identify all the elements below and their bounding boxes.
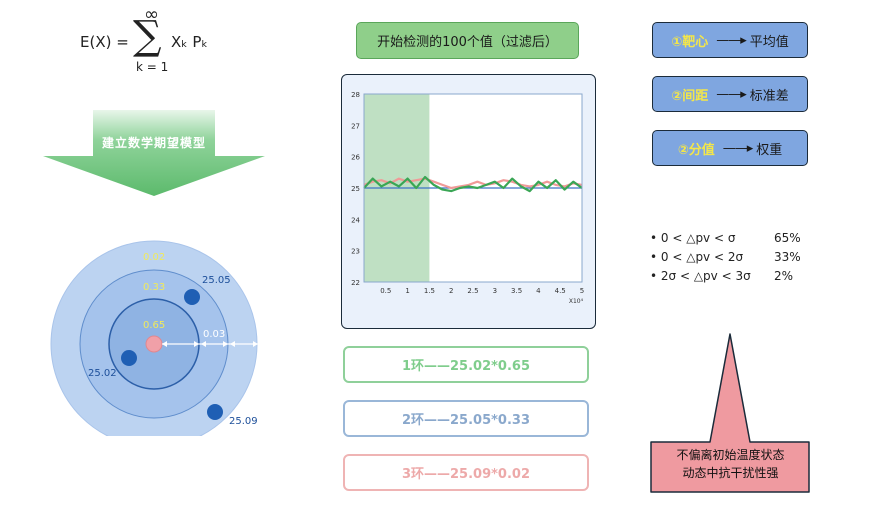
value-label: 权重 (756, 142, 783, 158)
gap-label: 0.03 (203, 329, 226, 340)
x-tick-label: 2 (449, 287, 453, 295)
bullseye-mean-box: ①靶心 ——▸ 平均值 (652, 22, 808, 58)
hit-dot (207, 404, 223, 420)
ring-prob-middle: 0.33 (143, 282, 166, 293)
formula-lower-limit: k = 1 (136, 60, 169, 74)
sigma-symbol: ∑ (133, 13, 162, 59)
x-tick-label: 0.5 (380, 287, 391, 295)
ring-prob-outer: 0.02 (143, 252, 166, 263)
model-arrow: 建立数学期望模型 (43, 110, 265, 196)
bullseye (145, 335, 163, 353)
callout-line: 动态中抗干扰性强 (682, 466, 779, 480)
callout-shape (650, 333, 810, 493)
value-label: 平均值 (749, 34, 789, 50)
formula-rhs: Xₖ Pₖ (171, 33, 208, 51)
x-axis-label: X10⁴ (569, 298, 584, 305)
y-tick-label: 22 (351, 279, 360, 287)
stat-row: • 2σ < △pv < 3σ 2% (650, 266, 820, 285)
ring-prob-inner: 0.65 (143, 320, 166, 331)
arrow-right-icon: ——▸ (722, 140, 754, 156)
y-tick-label: 28 (351, 91, 360, 99)
key-label: ②分值 (677, 142, 715, 158)
ring1-box: 1环——25.02*0.65 (343, 346, 589, 383)
chart-panel: 22 23 24 25 26 27 28 0.5 1 1.5 2 2.5 3 3.5 4 4.5 5 X10⁴ (341, 74, 596, 329)
callout-text: 不偏离初始温度状态 动态中抗干扰性强 (650, 446, 811, 482)
x-tick-label: 5 (580, 287, 584, 295)
arrow-right-icon: ——▸ (716, 86, 747, 102)
ring3-box: 3环——25.09*0.02 (343, 454, 589, 491)
y-tick-label: 25 (351, 185, 360, 193)
stat-percent: 33% (774, 249, 801, 264)
value-label: 25.09 (229, 416, 258, 427)
hit-dot (121, 350, 137, 366)
x-tick-label: 2.5 (467, 287, 478, 295)
series-line (363, 175, 583, 193)
arrow-right-icon: ——▸ (716, 32, 747, 48)
score-weight-box: ②分值 ——▸ 权重 (652, 130, 808, 166)
formula-lhs: E(X) = (80, 33, 129, 51)
stat-range: • 0 < △pv < σ (650, 230, 736, 245)
plot-border (363, 93, 583, 283)
down-arrow-icon (43, 110, 265, 196)
x-tick-label: 4.5 (555, 287, 566, 295)
stat-percent: 2% (774, 268, 794, 283)
value-label: 标准差 (749, 88, 789, 104)
x-tick-label: 4 (536, 287, 541, 295)
expectation-formula: E(X) = ∞ ∑ k = 1 Xₖ Pₖ (68, 4, 238, 76)
y-tick-label: 24 (351, 216, 360, 224)
stat-range: • 0 < △pv < 2σ (650, 249, 744, 264)
value-label: 25.02 (88, 368, 117, 379)
temperature-line-chart: 22 23 24 25 26 27 28 0.5 1 1.5 2 2.5 3 3.5 4 4.5 5 X10⁴ (351, 91, 584, 305)
formula-upper-limit: ∞ (144, 4, 159, 25)
y-tick-label: 23 (351, 248, 360, 256)
x-tick-label: 3 (493, 287, 497, 295)
y-tick-label: 27 (351, 122, 360, 130)
value-label: 25.05 (202, 275, 231, 286)
target-rings (50, 240, 258, 448)
arrow-label: 建立数学期望模型 (101, 136, 206, 150)
stat-percent: 65% (774, 230, 801, 245)
callout-line: 不偏离初始温度状态 (676, 448, 785, 462)
stat-range: • 2σ < △pv < 3σ (650, 268, 751, 283)
stats-list: • 0 < △pv < σ 65% • 0 < △pv < 2σ 33% • 2… (650, 228, 820, 285)
target-diagram: 0.02 0.33 0.65 0.03 25.05 25.02 25.09 (40, 236, 280, 448)
x-tick-label: 1.5 (424, 287, 435, 295)
stat-row: • 0 < △pv < 2σ 33% (650, 247, 820, 266)
key-label: ②间距 (671, 88, 709, 104)
y-tick-label: 26 (351, 154, 360, 162)
x-tick-label: 3.5 (511, 287, 522, 295)
key-label: ①靶心 (671, 34, 709, 50)
series-line (363, 177, 583, 190)
x-tick-label: 1 (405, 287, 409, 295)
stat-row: • 0 < △pv < σ 65% (650, 228, 820, 247)
chart-header: 开始检测的100个值（过滤后） (356, 22, 579, 59)
spacing-stddev-box: ②间距 ——▸ 标准差 (652, 76, 808, 112)
hit-dot (184, 289, 200, 305)
ring2-box: 2环——25.05*0.33 (343, 400, 589, 437)
